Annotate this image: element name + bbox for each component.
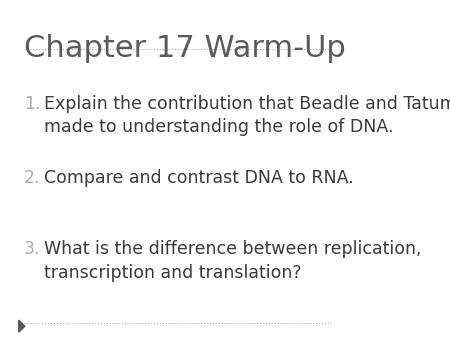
Text: Compare and contrast DNA to RNA.: Compare and contrast DNA to RNA. (44, 169, 354, 187)
Text: Explain the contribution that Beadle and Tatum
made to understanding the role of: Explain the contribution that Beadle and… (44, 95, 450, 136)
Text: Chapter 17 Warm-Up: Chapter 17 Warm-Up (24, 34, 346, 63)
Text: 2.: 2. (24, 169, 40, 187)
Polygon shape (19, 320, 25, 332)
Text: 1.: 1. (24, 95, 40, 113)
Text: 3.: 3. (24, 240, 40, 258)
Text: What is the difference between replication,
transcription and translation?: What is the difference between replicati… (44, 240, 422, 282)
